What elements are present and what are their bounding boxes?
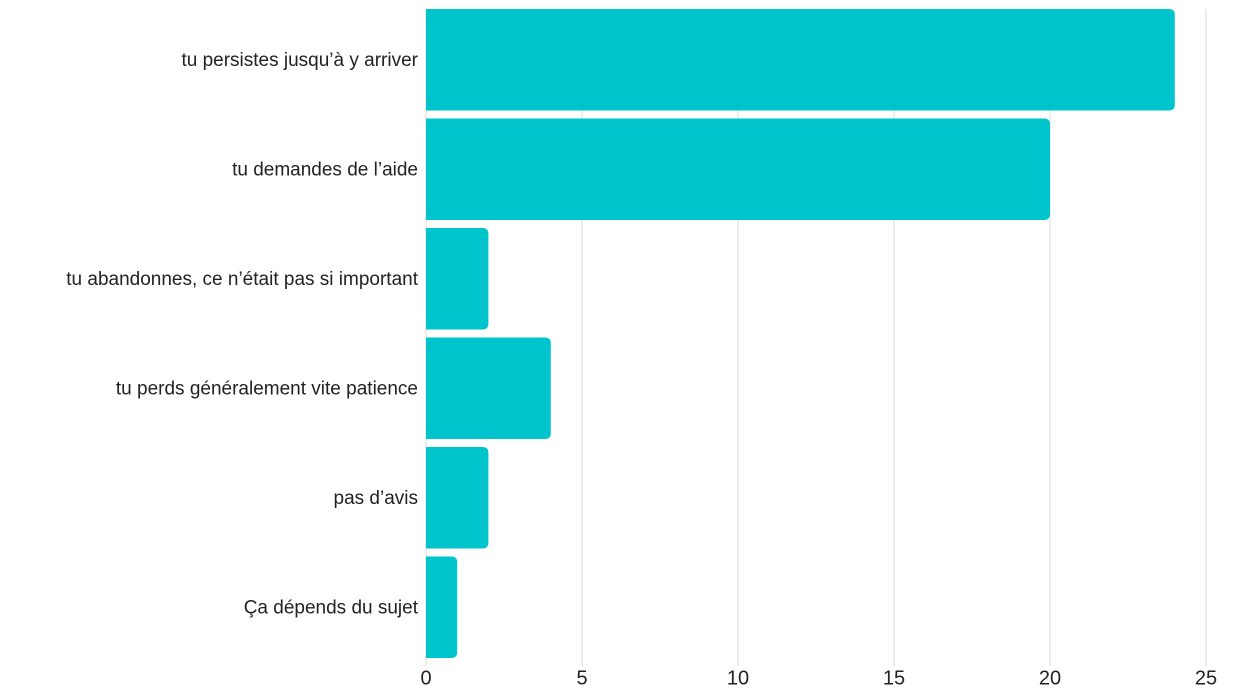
- bar: [426, 337, 551, 439]
- bar: [426, 9, 1175, 111]
- x-tick-label: 0: [420, 667, 431, 689]
- y-tick-label: pas d’avis: [334, 488, 419, 509]
- x-tick-label: 5: [576, 667, 587, 689]
- x-tick-label: 20: [1039, 667, 1061, 689]
- y-tick-label: tu perds généralement vite patience: [116, 378, 418, 399]
- bar: [426, 447, 489, 549]
- y-tick-label: Ça dépends du sujet: [244, 597, 419, 618]
- x-tick-label: 10: [727, 667, 749, 689]
- x-tick-label: 15: [883, 667, 905, 689]
- bar: [426, 228, 489, 330]
- y-tick-label: tu persistes jusqu’à y arriver: [181, 50, 418, 71]
- x-tick-label: 25: [1195, 667, 1217, 689]
- bar: [426, 118, 1050, 220]
- y-tick-label: tu abandonnes, ce n’était pas si importa…: [66, 269, 418, 290]
- bar: [426, 556, 458, 658]
- y-tick-label: tu demandes de l’aide: [232, 159, 418, 180]
